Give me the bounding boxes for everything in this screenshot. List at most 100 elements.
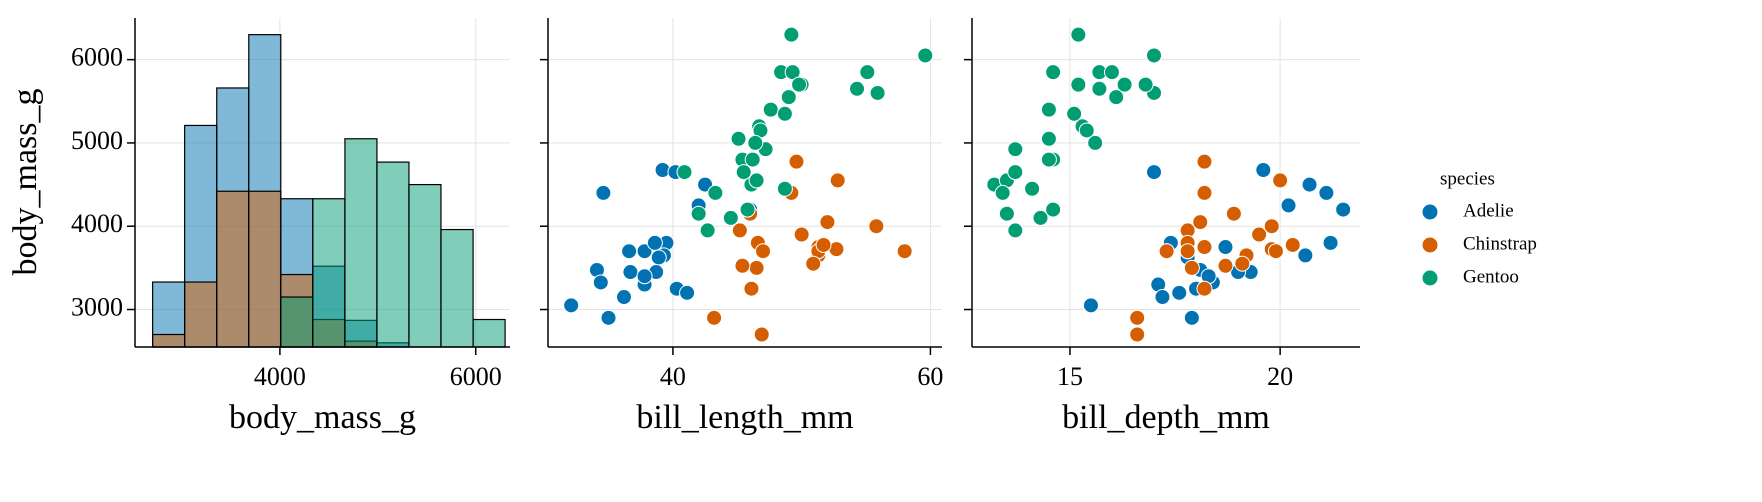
scatter-point <box>1087 134 1104 151</box>
scatter-point <box>622 264 639 281</box>
x-axis-label: bill_depth_mm <box>1062 399 1270 436</box>
scatter-point <box>1070 76 1087 93</box>
scatter-point <box>1183 309 1200 326</box>
legend-label: Adelie <box>1463 200 1514 221</box>
scatter-point <box>1179 243 1196 260</box>
scatter-point <box>722 209 739 226</box>
scatter-point <box>791 76 808 93</box>
scatter-point <box>679 284 696 301</box>
legend-marker <box>1421 203 1439 221</box>
x-tick-label: 20 <box>1267 362 1293 391</box>
scatter-point <box>917 47 934 64</box>
scatter-point <box>1196 153 1213 170</box>
scatter-point <box>1301 176 1318 193</box>
scatter-point <box>1007 141 1024 158</box>
scatter-point <box>676 164 693 181</box>
scatter-point <box>819 214 836 231</box>
x-tick-label: 4000 <box>254 362 306 391</box>
legend-label: Chinstrap <box>1463 233 1537 254</box>
scatter-point <box>735 164 752 181</box>
scatter-point <box>793 226 810 243</box>
scatter-point <box>1091 80 1108 97</box>
scatter-point <box>563 297 580 314</box>
scatter-point <box>859 64 876 81</box>
legend-label: Gentoo <box>1463 266 1519 287</box>
scatter-point <box>743 280 760 297</box>
scatter-point <box>776 105 793 122</box>
scatter-point <box>994 184 1011 201</box>
scatter-point <box>896 243 913 260</box>
scatter-point <box>699 222 716 239</box>
scatter-point <box>636 268 653 285</box>
histogram-bar <box>376 161 410 348</box>
y-axis-label: body_mass_g <box>7 89 44 276</box>
x-axis-label: bill_length_mm <box>636 399 853 436</box>
scatter-point <box>1263 218 1280 235</box>
scatter-point <box>869 84 886 101</box>
y-tick-label: 4000 <box>71 209 123 238</box>
scatter-point <box>1322 234 1339 251</box>
histogram-bar <box>248 190 282 348</box>
scatter-point <box>868 218 885 235</box>
scatter-point <box>1272 172 1289 189</box>
scatter-point <box>1192 214 1209 231</box>
scatter-point <box>650 249 667 266</box>
x-tick-label: 6000 <box>450 362 502 391</box>
histogram-bar <box>216 190 250 348</box>
scatter-point <box>1196 280 1213 297</box>
scatter-point <box>730 130 747 147</box>
scatter-point <box>1251 226 1268 243</box>
scatter-point <box>1040 101 1057 118</box>
scatter-point <box>621 243 638 260</box>
scatter-point <box>784 64 801 81</box>
scatter-point <box>739 201 756 218</box>
scatter-point <box>1146 164 1163 181</box>
scatter-point <box>1007 164 1024 181</box>
scatter-point <box>1040 151 1057 168</box>
scatter-point <box>731 222 748 239</box>
scatter-point <box>805 255 822 272</box>
scatter-point <box>849 80 866 97</box>
histogram-bar <box>344 138 378 348</box>
scatter-point <box>1129 326 1146 343</box>
scatter-point <box>788 153 805 170</box>
scatter-point <box>1297 247 1314 264</box>
scatter-point <box>780 89 797 106</box>
histogram-bar <box>152 333 186 348</box>
scatter-point <box>1217 257 1234 274</box>
scatter-point <box>1196 239 1213 256</box>
scatter-point <box>1335 201 1352 218</box>
panel: 40 60 bill_length_mm <box>540 18 943 436</box>
scatter-point <box>1070 26 1087 43</box>
scatter-point <box>1137 76 1154 93</box>
scatter-point <box>592 274 609 291</box>
histogram-bar <box>440 228 474 348</box>
scatter-point <box>1284 236 1301 253</box>
scatter-point <box>1225 205 1242 222</box>
scatter-point <box>815 236 832 253</box>
scatter-point <box>600 309 617 326</box>
scatter-point <box>1234 255 1251 272</box>
histogram-bar <box>408 183 442 348</box>
scatter-point <box>1154 289 1171 306</box>
x-axis-label: body_mass_g <box>229 399 416 436</box>
scatter-point <box>690 205 707 222</box>
scatter-point <box>747 134 764 151</box>
scatter-point <box>1255 162 1272 179</box>
scatter-point <box>1082 297 1099 314</box>
scatter-point <box>1171 284 1188 301</box>
scatter-point <box>1078 122 1095 139</box>
scatter-point <box>1146 47 1163 64</box>
scatter-point <box>1108 89 1125 106</box>
panel: 15 20 bill_depth_mm <box>964 18 1360 436</box>
histogram-bar <box>184 281 218 348</box>
scatter-point <box>707 184 724 201</box>
histogram-bar <box>280 296 314 348</box>
y-tick-label: 6000 <box>71 43 123 72</box>
scatter-point <box>1280 197 1297 214</box>
scatter-point <box>1032 209 1049 226</box>
scatter-point <box>646 234 663 251</box>
scatter-point <box>748 172 765 189</box>
scatter-point <box>998 205 1015 222</box>
